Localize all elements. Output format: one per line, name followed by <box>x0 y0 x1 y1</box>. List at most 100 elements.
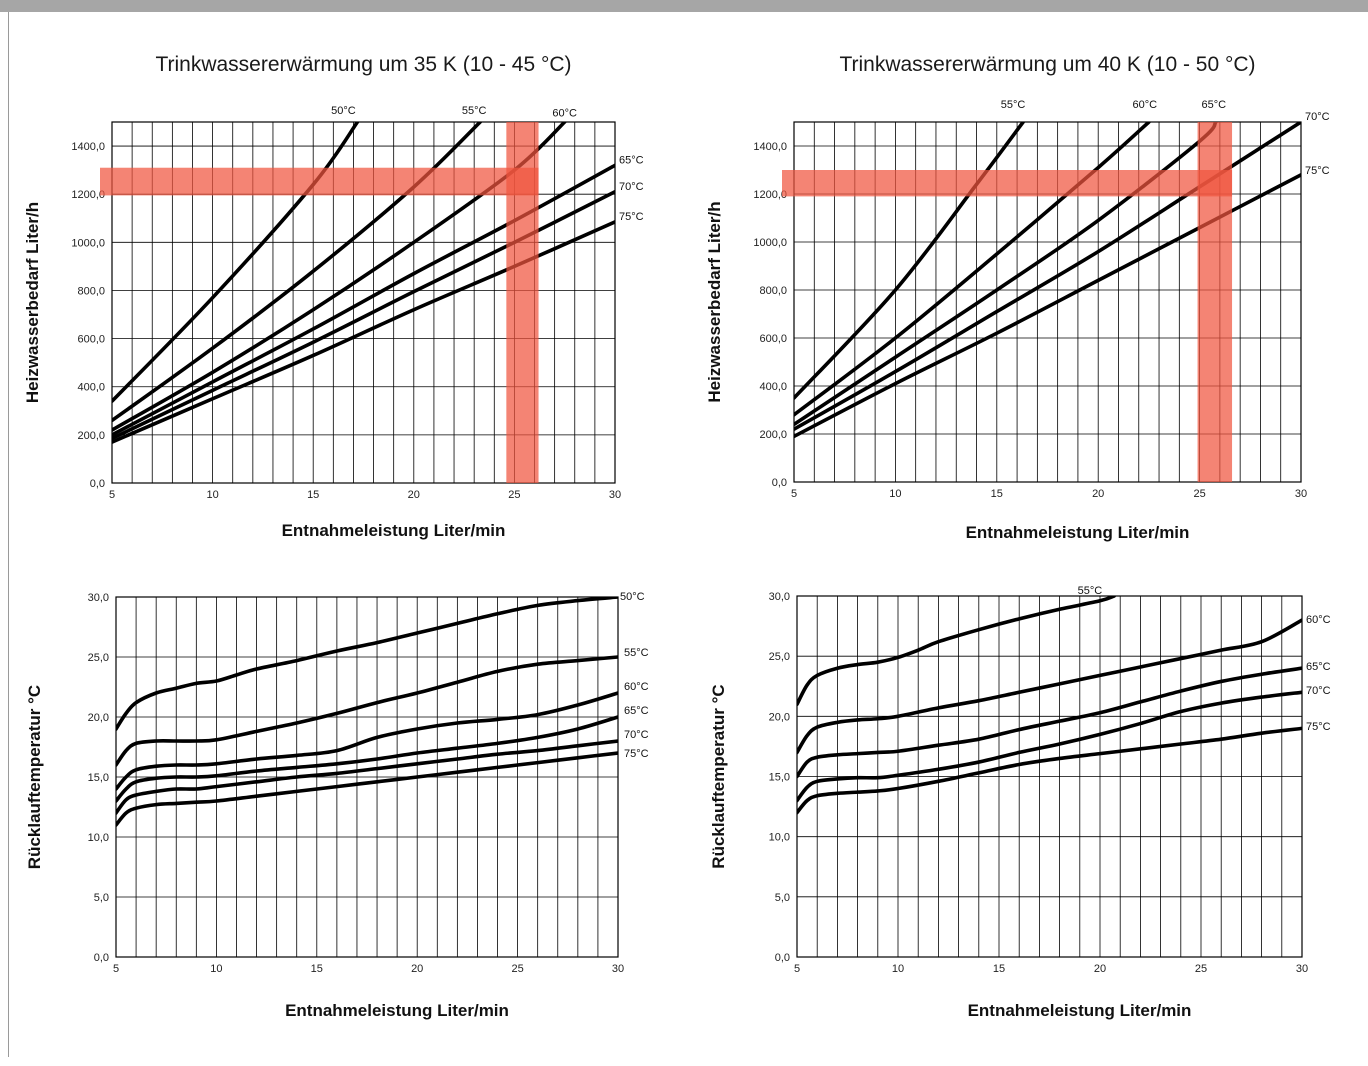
x-tick-label: 30 <box>1295 488 1307 500</box>
y-tick-label: 20,0 <box>88 712 109 724</box>
chart-heizwasserbedarf-40k: Trinkwassererwärmung um 40 K (10 - 50 °C… <box>705 53 1330 542</box>
chart-ruecklauftemperatur-40k: 5 10 15 20 25 30 0,0 5,0 10,0 15,0 20,0 25,0 30,0 Ent… <box>709 585 1331 1020</box>
x-tick-label: 10 <box>206 489 218 501</box>
y-tick-label: 0,0 <box>775 952 790 964</box>
series-label: 55°C <box>1078 585 1103 597</box>
series-line-65c <box>112 163 615 437</box>
chart-ruecklauftemperatur-35k: 5 10 15 20 25 30 0,0 5,0 10,0 15,0 20,0 25,0 30,0 Ent… <box>25 591 649 1020</box>
chart-heizwasserbedarf-35k: Trinkwassererwärmung um 35 K (10 - 45 °C… <box>23 53 644 540</box>
series-line-75c <box>112 220 615 444</box>
chart-title: Trinkwassererwärmung um 40 K (10 - 50 °C… <box>839 53 1255 76</box>
series-label: 60°C <box>1133 99 1158 111</box>
plot-frame <box>111 121 616 484</box>
y-tick-label: 400,0 <box>759 381 787 393</box>
plot-frame <box>793 121 1302 483</box>
series-label: 60°C <box>552 107 577 119</box>
x-tick-label: 5 <box>109 489 115 501</box>
grid <box>116 597 618 957</box>
series-label: 60°C <box>1306 614 1331 626</box>
highlight-band-horizontal <box>782 170 1233 197</box>
x-axis-label: Entnahmeleistung Liter/min <box>968 1001 1192 1020</box>
series-label: 70°C <box>619 181 644 193</box>
series-label: 65°C <box>624 705 649 717</box>
x-tick-label: 20 <box>411 963 423 975</box>
highlight-band-vertical <box>1197 122 1233 482</box>
x-tick-label: 25 <box>1193 488 1205 500</box>
x-tick-label: 10 <box>889 488 901 500</box>
y-tick-label: 25,0 <box>88 652 109 664</box>
x-axis-label: Entnahmeleistung Liter/min <box>285 1001 509 1020</box>
plot-frame <box>115 596 619 958</box>
series-line-65c <box>116 715 618 803</box>
series-line-60c <box>797 618 1302 755</box>
x-tick-label: 30 <box>1296 963 1308 975</box>
series-label: 50°C <box>331 105 356 117</box>
series-line-65c <box>797 666 1302 779</box>
y-tick-label: 1400,0 <box>753 141 787 153</box>
y-tick-label: 600,0 <box>759 333 787 345</box>
x-tick-label: 25 <box>511 963 523 975</box>
series-label: 75°C <box>1306 721 1331 733</box>
series-label: 60°C <box>624 681 649 693</box>
y-tick-label: 1400,0 <box>71 141 105 153</box>
highlight-band-horizontal <box>100 167 539 196</box>
chart-title: Trinkwassererwärmung um 35 K (10 - 45 °C… <box>155 53 571 76</box>
x-tick-label: 30 <box>612 963 624 975</box>
y-tick-label: 20,0 <box>769 711 790 723</box>
x-tick-label: 15 <box>307 489 319 501</box>
series-line-55c <box>794 122 1025 400</box>
x-tick-label: 10 <box>892 963 904 975</box>
x-tick-label: 15 <box>991 488 1003 500</box>
series-label: 70°C <box>1306 685 1331 697</box>
x-tick-label: 5 <box>113 963 119 975</box>
x-tick-label: 20 <box>1094 963 1106 975</box>
x-tick-label: 5 <box>791 488 797 500</box>
series-label: 50°C <box>620 591 645 603</box>
series-line-55c <box>112 122 482 423</box>
series-line-50c <box>112 122 360 403</box>
y-tick-label: 5,0 <box>775 892 790 904</box>
x-tick-label: 25 <box>508 489 520 501</box>
y-tick-label: 800,0 <box>759 285 787 297</box>
series-line-60c <box>116 691 618 791</box>
series-label: 70°C <box>624 729 649 741</box>
y-tick-label: 10,0 <box>769 832 790 844</box>
series-line-60c <box>794 122 1151 417</box>
series-line-65c <box>794 122 1218 427</box>
y-tick-label: 30,0 <box>88 592 109 604</box>
series-line-70c <box>797 690 1302 803</box>
series-label: 75°C <box>619 211 644 223</box>
y-tick-label: 800,0 <box>77 285 105 297</box>
series-label: 70°C <box>1305 111 1330 123</box>
series-label: 65°C <box>619 154 644 166</box>
x-axis-label: Entnahmeleistung Liter/min <box>966 523 1190 542</box>
y-tick-label: 0,0 <box>772 477 787 489</box>
y-tick-label: 10,0 <box>88 832 109 844</box>
series-label: 75°C <box>1305 165 1330 177</box>
series-group <box>797 596 1302 815</box>
y-tick-label: 200,0 <box>77 430 105 442</box>
page-left-border <box>8 12 9 1057</box>
y-tick-label: 1200,0 <box>753 189 787 201</box>
series-label: 55°C <box>462 105 487 117</box>
y-tick-label: 1200,0 <box>71 189 105 201</box>
y-tick-label: 25,0 <box>769 651 790 663</box>
series-group <box>116 597 618 827</box>
y-tick-label: 600,0 <box>77 334 105 346</box>
series-label: 65°C <box>1306 661 1331 673</box>
x-axis-label: Entnahmeleistung Liter/min <box>282 521 506 540</box>
series-line-55c <box>116 655 618 767</box>
y-tick-label: 1000,0 <box>753 237 787 249</box>
x-tick-label: 10 <box>210 963 222 975</box>
y-tick-label: 400,0 <box>77 382 105 394</box>
x-tick-label: 30 <box>609 489 621 501</box>
y-tick-label: 15,0 <box>769 772 790 784</box>
highlight-band-vertical <box>506 122 539 483</box>
y-tick-label: 0,0 <box>90 478 105 490</box>
series-label: 55°C <box>1001 99 1026 111</box>
x-tick-label: 25 <box>1195 963 1207 975</box>
x-tick-label: 15 <box>311 963 323 975</box>
y-tick-label: 30,0 <box>769 591 790 603</box>
y-tick-label: 0,0 <box>94 952 109 964</box>
y-axis-label: Rücklauftemperatur °C <box>709 684 728 868</box>
